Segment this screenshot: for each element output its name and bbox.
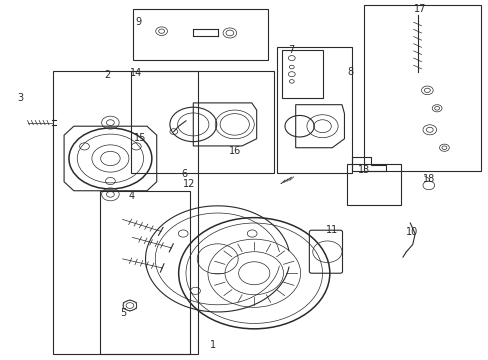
Text: 18: 18	[422, 174, 434, 184]
Text: 9: 9	[135, 17, 142, 27]
Text: 16: 16	[228, 146, 241, 156]
Text: 14: 14	[129, 68, 142, 78]
Text: 7: 7	[288, 45, 294, 55]
Text: 4: 4	[128, 191, 134, 201]
Text: 8: 8	[347, 67, 353, 77]
Text: 6: 6	[181, 168, 187, 179]
Text: 10: 10	[405, 227, 417, 237]
Text: 17: 17	[413, 4, 426, 14]
Text: 2: 2	[103, 70, 110, 80]
Text: 1: 1	[209, 340, 215, 350]
Text: 5: 5	[120, 308, 126, 318]
Text: 13: 13	[357, 165, 369, 175]
Text: 15: 15	[133, 133, 145, 143]
Text: 3: 3	[17, 93, 23, 103]
Text: 12: 12	[183, 179, 195, 189]
Text: 11: 11	[325, 225, 338, 235]
